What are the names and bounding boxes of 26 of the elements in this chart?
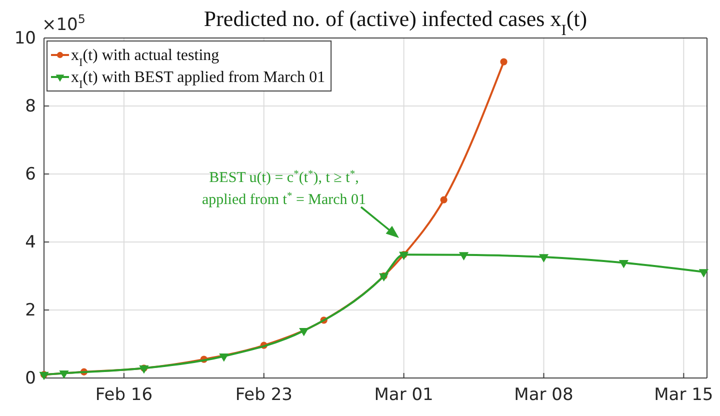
point: [500, 58, 508, 66]
point: [440, 196, 448, 204]
point: [219, 353, 229, 362]
y-tick-label: 2: [25, 300, 36, 320]
legend-label: x$_{I}$(t) with actual testing: [71, 47, 220, 69]
y-tick-label: 4: [25, 232, 36, 252]
legend-label: x$_{I}$(t) with BEST applied from March 01: [71, 69, 326, 91]
x-tick-label: Mar 15: [654, 385, 714, 406]
x-tick-label: Feb 23: [235, 385, 292, 406]
y-tick-label: 6: [25, 164, 36, 184]
y-tick-label: 0: [25, 368, 36, 388]
annotation: applied from t$^{*}$ = March 01: [202, 190, 366, 208]
point: [538, 254, 549, 263]
text: ×10$^{5}$: [42, 12, 86, 35]
point: [618, 260, 629, 268]
point: [59, 370, 69, 379]
annotation: BEST u(t) = c$^{*}$(t$^{*}$), t ≥ t$^{*}$,: [209, 168, 359, 186]
x-tick-label: Feb 16: [95, 385, 153, 406]
point: [299, 328, 309, 336]
chart-title: Predicted no. of (active) infected cases x$_{I}$(t): [204, 6, 588, 38]
point: [698, 269, 708, 278]
x-tick-label: Mar 01: [374, 385, 434, 406]
y-tick-label: 8: [25, 96, 36, 116]
point: [458, 252, 469, 260]
x-tick-label: Mar 08: [514, 385, 574, 406]
y-tick-label: 10: [14, 28, 36, 48]
